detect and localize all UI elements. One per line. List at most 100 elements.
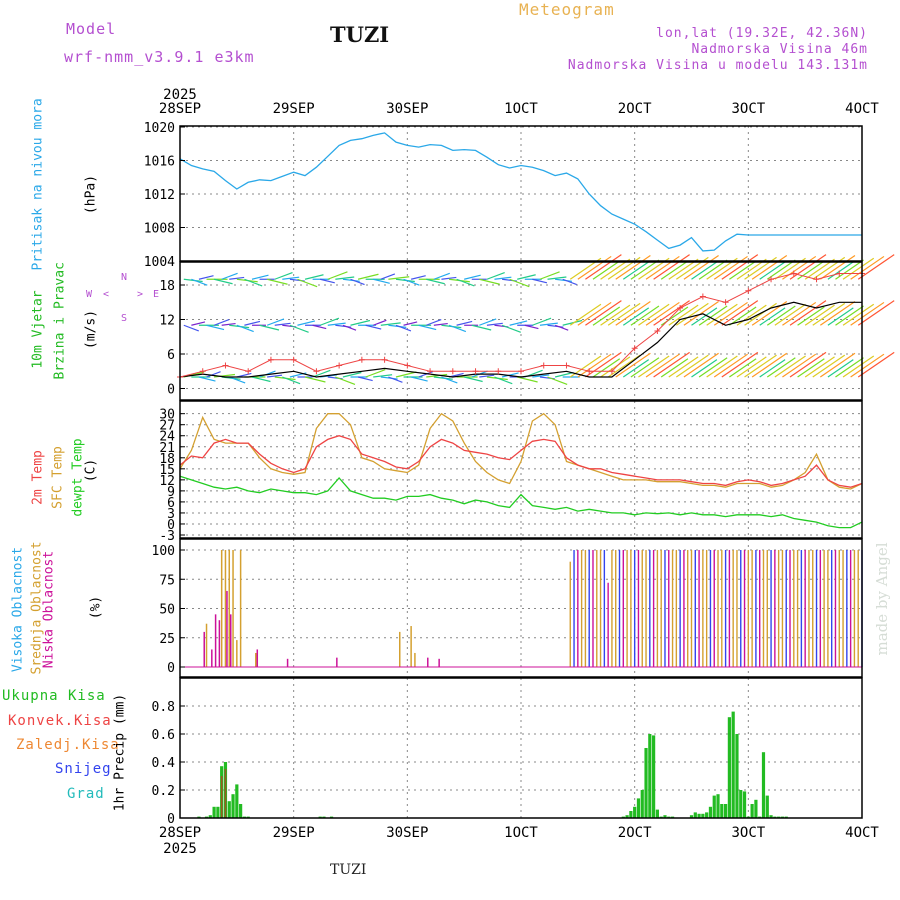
wind-arrow [403, 278, 420, 286]
y-tick-label: 0 [167, 518, 175, 533]
wind-arrow [835, 357, 864, 378]
wind-arrow [751, 255, 788, 280]
wind-arrow [660, 260, 689, 280]
rain-bar [754, 799, 758, 818]
wind-arrow [198, 376, 216, 382]
rain-bar [652, 735, 656, 818]
wind-arrow [630, 259, 660, 280]
meteogram-title: Meteogram [519, 0, 615, 19]
wind-arrow [554, 371, 574, 378]
wind-arrow [622, 261, 650, 280]
page-title: TUZI [330, 22, 390, 47]
y-tick-label: 6 [167, 348, 175, 363]
wind-arrow [842, 257, 875, 280]
wind-arrow [327, 271, 348, 280]
y-tick-label: 25 [159, 632, 175, 647]
legend-snow: Snijeg [55, 761, 112, 777]
wind-arrow [282, 276, 300, 280]
legend-freezing: Zaledj.Kisa [16, 737, 120, 753]
rain-bar [663, 815, 667, 818]
y-tick-label: 1012 [144, 188, 175, 203]
wind-arrow [706, 303, 738, 326]
wind-arrow [683, 301, 719, 326]
wind-arrow [547, 276, 567, 280]
compass-east: E [153, 289, 159, 300]
wind-arrow [486, 322, 503, 326]
wind-arrow [577, 255, 612, 280]
wind-arrow [266, 318, 285, 326]
wind-arrow [456, 320, 473, 326]
wind-arrow [660, 358, 689, 378]
rain-bar [708, 806, 713, 818]
x-tick-label-top: 4OCT [845, 101, 879, 117]
panel-frame [179, 400, 863, 539]
wind-arrow [615, 301, 651, 326]
wind-arrow [751, 352, 788, 378]
x-tick-label-top: 1OCT [504, 101, 538, 117]
wind-arrow [251, 376, 271, 383]
wind-arrow [380, 322, 401, 326]
y-tick-label: 0.8 [152, 700, 175, 715]
wind-arrow [850, 353, 885, 378]
wind-arrow [653, 254, 690, 280]
wind-arrow [509, 278, 530, 288]
wind-arrow [373, 374, 393, 378]
wind-arrow [335, 276, 355, 280]
compass-arrow-right: > [137, 289, 143, 300]
wind-arrow [388, 276, 410, 280]
wind-arrow [782, 353, 817, 378]
wind-arrow [388, 376, 403, 383]
wind-arrow [532, 278, 548, 284]
wind-arrow [229, 376, 246, 384]
wind-arrow [433, 272, 450, 280]
wind-arrow [691, 359, 718, 378]
wind-arrow [569, 303, 602, 326]
wind-arrow [289, 324, 309, 333]
y-tick-label: 30 [159, 408, 175, 423]
wind-arrow [524, 324, 539, 330]
wind-arrow [494, 276, 512, 280]
wind-gust-line [179, 272, 862, 378]
wind-arrow [350, 278, 365, 286]
wind-arrow [410, 376, 428, 382]
wind-arrow [653, 351, 690, 378]
rain-bar [693, 812, 697, 818]
rain-bar [720, 804, 724, 818]
wind-arrow [547, 376, 568, 385]
rain-bar [705, 812, 709, 818]
wind-arrow [827, 261, 854, 280]
wind-arrow [229, 276, 245, 280]
wind-arrow [448, 324, 467, 333]
y-tick-label: 6 [167, 496, 175, 511]
wind-arrow [532, 374, 550, 378]
wind-arrow [373, 278, 390, 284]
wind-arrow [426, 319, 442, 326]
y-tick-label: 18 [159, 279, 175, 294]
rain-bar [212, 806, 216, 818]
rain-bar [735, 734, 739, 818]
rain-bar [655, 809, 659, 818]
lonlat-label: lon,lat (19.32E, 42.36N) [656, 26, 868, 41]
wind-arrow [479, 374, 495, 378]
wind-arrow [342, 278, 360, 282]
sfc-temp-line [179, 412, 863, 490]
wind-arrow [479, 278, 500, 285]
y-tick-label: 12 [159, 474, 175, 489]
wind-arrow [766, 259, 796, 280]
wind-arrow [592, 260, 621, 280]
wind-arrow [426, 278, 445, 285]
wind-arrow [857, 351, 895, 378]
wind-arrow [282, 376, 301, 385]
wind-arrow [501, 324, 521, 333]
wind-arrow [600, 356, 631, 378]
wind-arrow [577, 301, 612, 326]
y-tick-label: 0 [167, 661, 175, 676]
wind-arrow [698, 305, 728, 326]
y-tick-label: 0 [167, 383, 175, 398]
rain-bar [231, 794, 235, 818]
wind-arrow [501, 372, 519, 378]
wind-arrow [441, 376, 458, 384]
rain-bar [697, 813, 701, 818]
wind-arrow [191, 321, 206, 326]
